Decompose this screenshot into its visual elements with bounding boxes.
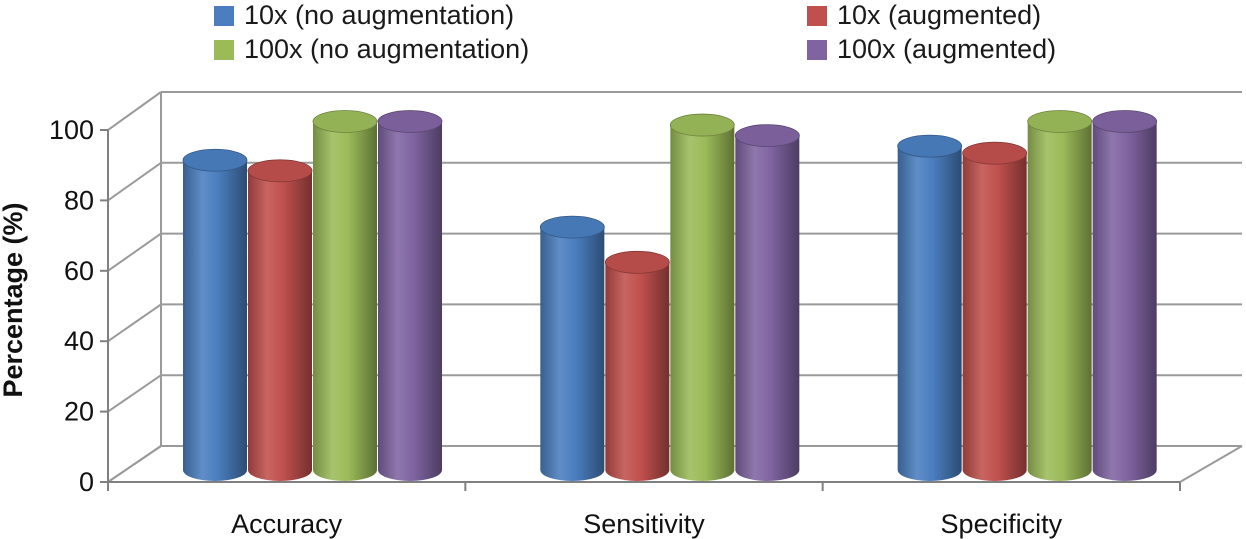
gridline-side bbox=[107, 161, 162, 202]
y-tick-label: 0 bbox=[79, 467, 94, 497]
gridline-side bbox=[107, 91, 162, 131]
legend-label: 100x (no augmentation) bbox=[244, 34, 530, 64]
bar-top bbox=[377, 110, 443, 133]
bar bbox=[312, 110, 378, 482]
legend-item: 100x (augmented) bbox=[807, 34, 1056, 65]
bar bbox=[897, 134, 963, 482]
y-tick-label: 40 bbox=[64, 326, 94, 356]
bar-body bbox=[1092, 121, 1157, 482]
gridline-side bbox=[107, 374, 162, 413]
bars bbox=[182, 110, 1158, 482]
legend: 10x (no augmentation) 10x (augmented) 10… bbox=[0, 0, 1246, 80]
bar bbox=[604, 250, 670, 482]
bar-body bbox=[248, 170, 312, 482]
bar-body bbox=[670, 125, 735, 482]
bar-body bbox=[1027, 121, 1092, 482]
bar-top bbox=[897, 134, 963, 158]
y-tick-label: 80 bbox=[64, 185, 94, 215]
legend-swatch bbox=[214, 39, 234, 60]
bar bbox=[1027, 110, 1093, 482]
x-tick-label: Specificity bbox=[941, 509, 1063, 539]
bar bbox=[377, 110, 443, 482]
bar-body bbox=[540, 227, 605, 482]
bar bbox=[962, 141, 1028, 481]
bar-body bbox=[378, 121, 442, 482]
legend-label: 100x (augmented) bbox=[837, 34, 1057, 64]
legend-item: 100x (no augmentation) bbox=[214, 34, 529, 65]
y-tick-label: 100 bbox=[49, 115, 94, 145]
bar-top bbox=[312, 110, 378, 133]
bar bbox=[539, 215, 605, 482]
bar-body bbox=[897, 146, 962, 482]
bar-top bbox=[604, 250, 670, 274]
floor-edge-right bbox=[1179, 445, 1243, 483]
bar bbox=[669, 113, 735, 482]
y-axis-title: Percentage (%) bbox=[0, 202, 28, 397]
legend-item: 10x (no augmentation) bbox=[214, 0, 514, 31]
legend-item: 10x (augmented) bbox=[807, 0, 1041, 31]
bar-top bbox=[962, 141, 1028, 165]
bar bbox=[247, 159, 313, 482]
legend-swatch bbox=[214, 5, 234, 26]
bar-body bbox=[183, 160, 247, 482]
bar-top bbox=[1027, 110, 1093, 133]
bar bbox=[1092, 110, 1158, 482]
gridline-side bbox=[107, 445, 162, 483]
legend-swatch bbox=[807, 39, 827, 60]
legend-label: 10x (augmented) bbox=[837, 0, 1042, 30]
bar-body bbox=[605, 262, 670, 482]
bar-top bbox=[247, 159, 313, 183]
x-tick-label: Sensitivity bbox=[583, 509, 705, 539]
bar-top bbox=[182, 148, 248, 172]
legend-label: 10x (no augmentation) bbox=[244, 0, 515, 30]
y-tick-label: 60 bbox=[64, 256, 94, 286]
bar bbox=[734, 124, 800, 482]
gridline-side bbox=[107, 303, 162, 343]
bar-body bbox=[962, 153, 1027, 481]
bar-body bbox=[313, 121, 377, 482]
legend-swatch bbox=[807, 5, 827, 26]
y-tick-label: 20 bbox=[64, 397, 94, 427]
bar-top bbox=[539, 215, 605, 239]
bar-body bbox=[735, 135, 800, 482]
bar-top bbox=[669, 113, 735, 137]
bar-top bbox=[1092, 110, 1158, 133]
bar bbox=[182, 148, 248, 482]
gridline-side bbox=[107, 232, 162, 272]
axes: 0 20 40 60 80 100 Accuracy Sensitivity Specifici… bbox=[49, 115, 1181, 539]
x-tick-label: Accuracy bbox=[231, 509, 343, 539]
bar-top bbox=[734, 124, 800, 148]
